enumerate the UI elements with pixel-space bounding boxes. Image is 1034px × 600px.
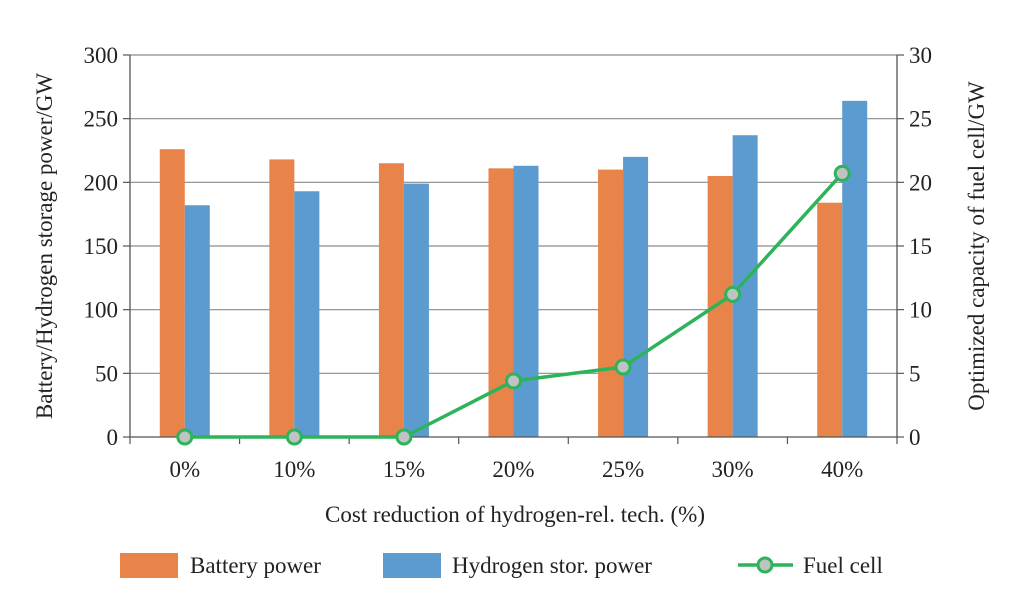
y-right-tick-label: 30 bbox=[909, 43, 932, 68]
bar-hydrogen-stor-power bbox=[623, 156, 649, 437]
legend-marker-fuel-cell bbox=[756, 556, 774, 574]
legend-label-fuel-cell: Fuel cell bbox=[803, 553, 883, 578]
bar-battery-power bbox=[817, 202, 843, 437]
legend-swatch-hydrogen bbox=[383, 553, 441, 578]
legend-label-hydrogen: Hydrogen stor. power bbox=[452, 553, 652, 578]
y-left-tick-label: 0 bbox=[107, 425, 119, 450]
bar-battery-power bbox=[488, 168, 514, 437]
y-left-tick-label: 50 bbox=[95, 361, 118, 386]
y-axis-left-title: Battery/Hydrogen storage power/GW bbox=[32, 73, 57, 419]
bar-hydrogen-stor-power bbox=[403, 183, 429, 437]
x-axis-ticks: 0% 10% 15% 20% 25% 30% 40% bbox=[169, 457, 863, 482]
y-left-tick-label: 250 bbox=[84, 107, 119, 132]
fuel-cell-point bbox=[833, 164, 851, 182]
x-tick-label: 30% bbox=[712, 457, 754, 482]
bar-hydrogen-stor-power bbox=[294, 191, 320, 437]
y-right-tick-label: 10 bbox=[909, 298, 932, 323]
y-left-tick-label: 300 bbox=[84, 43, 119, 68]
x-tick-label: 10% bbox=[273, 457, 315, 482]
y-right-tick-label: 25 bbox=[909, 107, 932, 132]
legend: Battery power Hydrogen stor. power Fuel … bbox=[120, 553, 883, 578]
x-tick-label: 25% bbox=[602, 457, 644, 482]
y-axis-right-ticks: 0 5 10 15 20 25 30 bbox=[909, 43, 932, 450]
y-left-tick-label: 150 bbox=[84, 234, 119, 259]
bar-hydrogen-stor-power bbox=[184, 205, 210, 437]
fuel-cell-point bbox=[395, 428, 413, 446]
legend-label-battery: Battery power bbox=[190, 553, 321, 578]
x-tick-label: 40% bbox=[821, 457, 863, 482]
bar-hydrogen-stor-power bbox=[842, 100, 868, 437]
bar-battery-power bbox=[269, 159, 295, 437]
fuel-cell-point bbox=[724, 285, 742, 303]
fuel-cell-point bbox=[505, 372, 522, 390]
fuel-cell-point bbox=[285, 428, 303, 446]
bar-battery-power bbox=[159, 149, 185, 437]
y-right-tick-label: 15 bbox=[909, 234, 932, 259]
bars bbox=[159, 100, 868, 437]
fuel-cell-line-group bbox=[176, 164, 851, 446]
bar-hydrogen-stor-power bbox=[513, 165, 539, 437]
bar-battery-power bbox=[598, 169, 624, 437]
y-axis-left-ticks: 0 50 100 150 200 250 300 bbox=[84, 43, 119, 450]
x-tick-label: 15% bbox=[383, 457, 425, 482]
y-left-tick-label: 100 bbox=[84, 298, 119, 323]
x-tick-label: 20% bbox=[492, 457, 534, 482]
bar-battery-power bbox=[378, 163, 404, 437]
y-axis-right-title: Optimized capacity of fuel cell/GW bbox=[964, 81, 989, 411]
legend-swatch-battery bbox=[120, 553, 178, 578]
bar-hydrogen-stor-power bbox=[732, 135, 758, 437]
y-right-tick-label: 5 bbox=[909, 361, 921, 386]
y-right-tick-label: 0 bbox=[909, 425, 921, 450]
fuel-cell-point bbox=[176, 428, 194, 446]
x-tick-label: 0% bbox=[169, 457, 200, 482]
y-left-tick-label: 200 bbox=[84, 170, 119, 195]
x-axis-title: Cost reduction of hydrogen-rel. tech. (%… bbox=[325, 502, 705, 527]
fuel-cell-point bbox=[614, 358, 632, 376]
y-right-tick-label: 20 bbox=[909, 170, 932, 195]
